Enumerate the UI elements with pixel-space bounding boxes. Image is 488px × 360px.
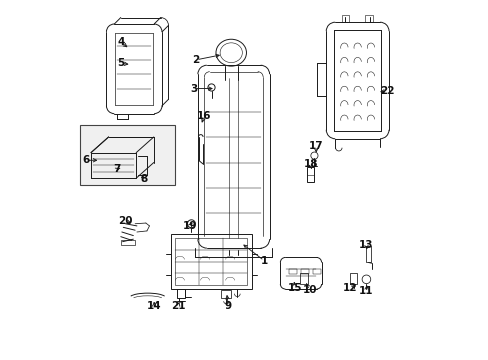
Bar xyxy=(301,269,308,274)
Text: 1: 1 xyxy=(260,256,267,266)
Bar xyxy=(80,125,174,185)
Bar xyxy=(289,269,297,274)
Text: 5: 5 xyxy=(117,58,124,68)
Text: 12: 12 xyxy=(343,283,357,293)
Text: 15: 15 xyxy=(287,283,301,293)
Bar xyxy=(312,269,320,274)
Text: 21: 21 xyxy=(171,301,185,311)
Text: 13: 13 xyxy=(359,239,373,249)
Bar xyxy=(306,167,314,182)
Bar xyxy=(366,246,370,262)
Text: 18: 18 xyxy=(303,159,317,169)
Text: 19: 19 xyxy=(183,221,197,231)
Text: 7: 7 xyxy=(113,164,121,174)
Text: 22: 22 xyxy=(379,86,394,96)
Bar xyxy=(365,15,372,22)
Bar xyxy=(221,290,231,298)
Text: 3: 3 xyxy=(190,84,198,94)
Text: 4: 4 xyxy=(117,37,124,47)
Text: 14: 14 xyxy=(146,301,161,311)
Bar xyxy=(171,234,251,289)
Bar xyxy=(300,273,307,284)
Text: 8: 8 xyxy=(140,174,147,184)
Text: 9: 9 xyxy=(224,301,231,311)
Bar xyxy=(177,289,184,298)
Text: 6: 6 xyxy=(82,155,89,165)
Bar xyxy=(349,273,356,284)
Text: 17: 17 xyxy=(308,141,323,151)
Bar xyxy=(175,238,247,285)
Bar xyxy=(341,15,349,22)
Text: 20: 20 xyxy=(118,216,132,226)
Text: 16: 16 xyxy=(197,111,211,121)
Bar xyxy=(121,240,135,245)
Text: 11: 11 xyxy=(359,286,373,296)
Text: 2: 2 xyxy=(192,55,199,65)
Text: 10: 10 xyxy=(302,285,316,295)
